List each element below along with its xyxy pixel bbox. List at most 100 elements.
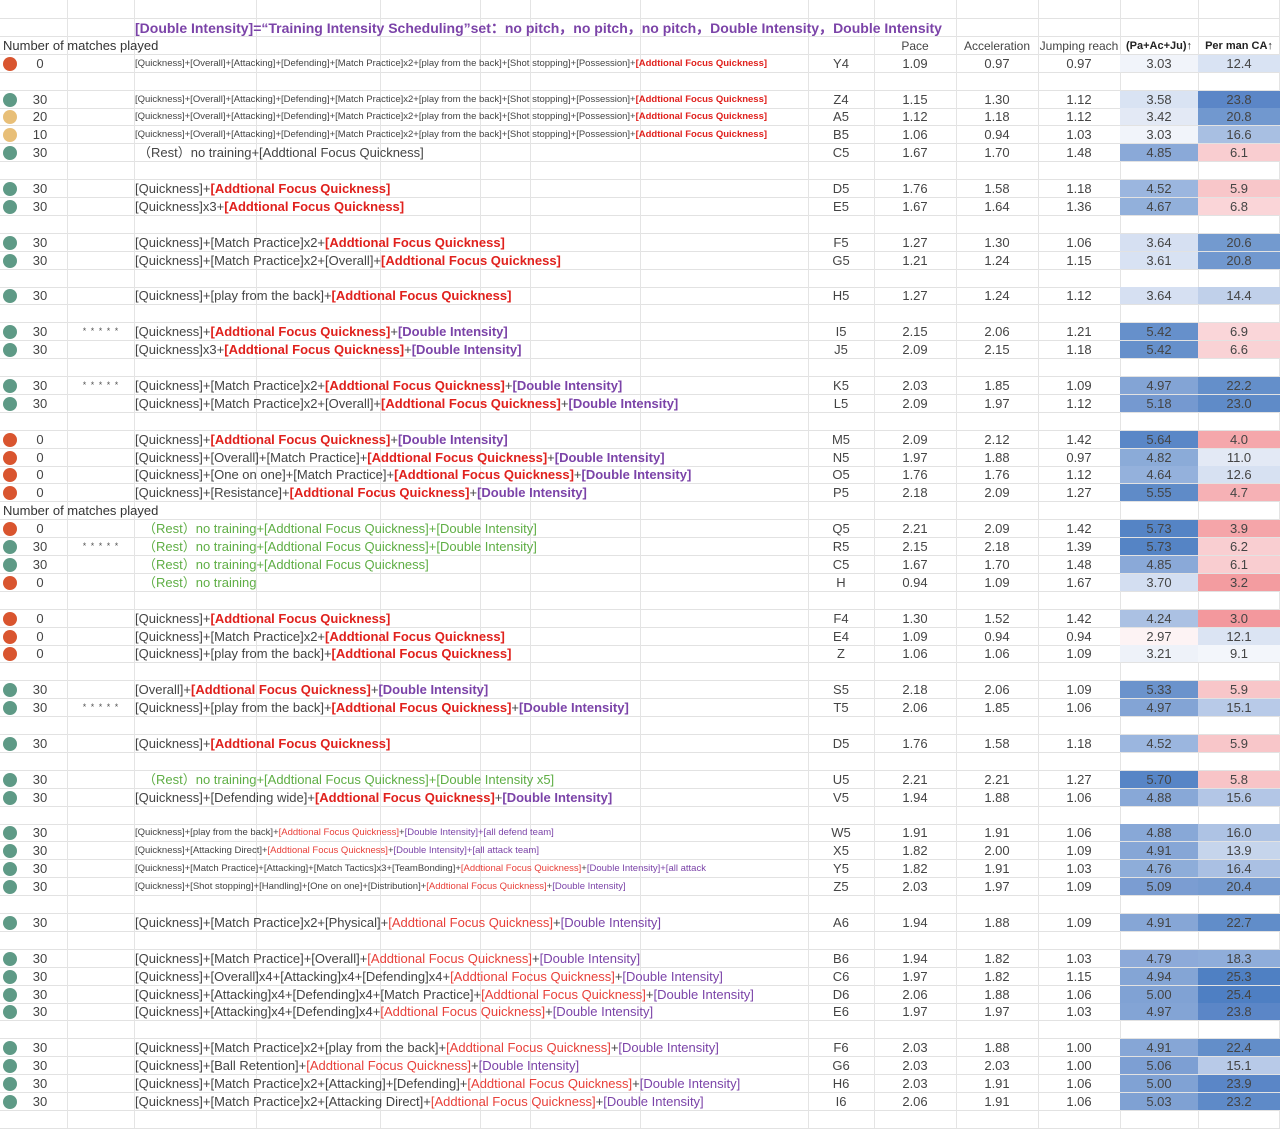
pace-value[interactable]: 2.15	[902, 539, 928, 554]
table-row[interactable]: 30 [Quickness]x3+[Addtional Focus Quickne…	[0, 197, 1280, 215]
matches-played[interactable]: 0	[36, 485, 44, 501]
jumping-reach-value[interactable]: 1.09	[1066, 914, 1092, 930]
sum-value[interactable]: 4.67	[1120, 197, 1198, 215]
matches-played[interactable]: 30	[32, 324, 48, 340]
pace-value[interactable]: 1.76	[902, 735, 928, 751]
acceleration-value[interactable]: 2.06	[984, 682, 1010, 698]
per-man-ca-value[interactable]: 16.4	[1198, 860, 1280, 878]
acceleration-value[interactable]: 1.70	[984, 145, 1010, 161]
table-row[interactable]: 0 [Quickness]+[Overall]+[Match Practice]+…	[0, 448, 1280, 466]
jumping-reach-value[interactable]: 0.97	[1066, 55, 1092, 71]
player-code[interactable]: C6	[832, 968, 850, 984]
star-rating[interactable]: * * * * *	[82, 541, 120, 551]
sum-value[interactable]: 4.91	[1120, 913, 1198, 931]
table-row[interactable]: 30 * * * * * [Quickness]+[Addtional Focus …	[0, 323, 1280, 341]
table-row[interactable]: 30 [Quickness]+[Attacking Direct]+[Addtio…	[0, 842, 1280, 860]
acceleration-value[interactable]: 1.24	[984, 288, 1010, 304]
sum-value[interactable]: 5.55	[1120, 484, 1198, 502]
sum-value[interactable]: 4.52	[1120, 180, 1198, 197]
acceleration-value[interactable]: 0.94	[984, 127, 1010, 143]
matches-played[interactable]: 0	[36, 610, 44, 626]
table-row[interactable]: 30 [Quickness]+[Match Practice]x2+[play f…	[0, 1039, 1280, 1057]
per-man-ca-value[interactable]: 3.2	[1198, 573, 1280, 591]
training-formula[interactable]: [Quickness]+[Addtional Focus Quickness]	[135, 610, 807, 627]
jumping-reach-value[interactable]: 1.06	[1066, 234, 1092, 250]
per-man-ca-value[interactable]: 25.3	[1198, 967, 1280, 985]
table-row[interactable]: 30 （Rest）no training+[Addtional Focus Qui…	[0, 144, 1280, 162]
matches-played[interactable]: 0	[36, 628, 44, 644]
player-code[interactable]: W5	[831, 825, 851, 841]
sum-value[interactable]: 4.85	[1120, 144, 1198, 162]
table-row[interactable]: 0 （Rest）no training+[Addtional Focus Quic…	[0, 520, 1280, 538]
jumping-reach-value[interactable]: 1.27	[1066, 485, 1092, 501]
pace-value[interactable]: 1.97	[902, 1004, 928, 1020]
jumping-reach-value[interactable]: 1.06	[1066, 1093, 1092, 1109]
acceleration-value[interactable]: 2.09	[984, 485, 1010, 501]
jumping-reach-value[interactable]: 1.09	[1066, 843, 1092, 859]
player-code[interactable]: Z4	[833, 91, 849, 107]
pace-value[interactable]: 1.97	[902, 449, 928, 465]
acceleration-value[interactable]: 1.30	[984, 91, 1010, 107]
acceleration-value[interactable]: 1.09	[984, 574, 1010, 590]
pace-value[interactable]: 2.03	[902, 1058, 928, 1074]
pace-value[interactable]: 2.03	[902, 879, 928, 895]
header-acceleration[interactable]: Acceleration	[963, 39, 1031, 53]
pace-value[interactable]: 2.09	[902, 342, 928, 358]
player-code[interactable]: M5	[831, 431, 851, 447]
table-row[interactable]: 0 [Quickness]+[Addtional Focus Quickness]…	[0, 609, 1280, 627]
matches-played[interactable]: 30	[32, 1093, 48, 1109]
sum-value[interactable]: 3.42	[1120, 108, 1198, 126]
per-man-ca-value[interactable]: 22.4	[1198, 1039, 1280, 1057]
training-formula[interactable]: [Quickness]+[Attacking]x4+[Defending]x4+…	[135, 1003, 807, 1020]
pace-value[interactable]: 1.67	[902, 198, 928, 214]
jumping-reach-value[interactable]: 1.00	[1066, 1040, 1092, 1056]
per-man-ca-value[interactable]: 6.9	[1198, 323, 1280, 341]
player-code[interactable]: P5	[833, 485, 849, 501]
player-code[interactable]: I6	[835, 1093, 847, 1109]
player-code[interactable]: S5	[833, 682, 849, 698]
jumping-reach-value[interactable]: 1.06	[1066, 789, 1092, 805]
table-row[interactable]: 30 （Rest）no training+[Addtional Focus Qui…	[0, 770, 1280, 788]
matches-played[interactable]: 30	[32, 968, 48, 984]
acceleration-value[interactable]: 1.88	[984, 789, 1010, 805]
acceleration-value[interactable]: 1.88	[984, 449, 1010, 465]
table-row[interactable]: 30 [Quickness]+[Shot stopping]+[Handling]…	[0, 878, 1280, 896]
sum-value[interactable]: 3.64	[1120, 287, 1198, 305]
jumping-reach-value[interactable]: 1.03	[1066, 127, 1092, 143]
acceleration-value[interactable]: 1.91	[984, 1093, 1010, 1109]
player-code[interactable]: Z5	[833, 879, 849, 895]
per-man-ca-value[interactable]: 4.7	[1198, 484, 1280, 502]
training-formula[interactable]: [Quickness]+[Match Practice]x2+[Overall]…	[135, 252, 807, 269]
per-man-ca-value[interactable]: 23.2	[1198, 1092, 1280, 1110]
jumping-reach-value[interactable]: 1.06	[1066, 825, 1092, 841]
table-row[interactable]: 30 * * * * * [Quickness]+[play from the ba…	[0, 699, 1280, 717]
matches-played[interactable]: 30	[32, 377, 48, 393]
matches-played[interactable]: 30	[32, 682, 48, 698]
acceleration-value[interactable]: 1.91	[984, 861, 1010, 877]
jumping-reach-value[interactable]: 1.67	[1066, 574, 1092, 590]
player-code[interactable]: F6	[833, 1040, 849, 1056]
training-formula[interactable]: [Quickness]+[Match Practice]x2+[Addtiona…	[135, 377, 807, 394]
acceleration-value[interactable]: 1.97	[984, 879, 1010, 895]
table-row[interactable]: 30 （Rest）no training+[Addtional Focus Qui…	[0, 555, 1280, 573]
training-formula[interactable]: [Quickness]+[play from the back]+[Addtio…	[135, 824, 807, 841]
acceleration-value[interactable]: 1.52	[984, 610, 1010, 626]
player-code[interactable]: B6	[833, 950, 849, 966]
table-row[interactable]: 30 [Quickness]+[Overall]+[Attacking]+[Def…	[0, 90, 1280, 108]
per-man-ca-value[interactable]: 6.2	[1198, 538, 1280, 555]
per-man-ca-value[interactable]: 20.4	[1198, 878, 1280, 896]
jumping-reach-value[interactable]: 1.12	[1066, 467, 1092, 483]
player-code[interactable]: E6	[833, 1004, 849, 1020]
acceleration-value[interactable]: 2.09	[984, 521, 1010, 537]
jumping-reach-value[interactable]: 1.15	[1066, 968, 1092, 984]
table-row[interactable]: 30 [Quickness]+[Match Practice]x2+[Attack…	[0, 1075, 1280, 1092]
jumping-reach-value[interactable]: 1.03	[1066, 1004, 1092, 1020]
acceleration-value[interactable]: 1.82	[984, 950, 1010, 966]
sum-value[interactable]: 5.00	[1120, 985, 1198, 1003]
per-man-ca-value[interactable]: 14.4	[1198, 287, 1280, 305]
pace-value[interactable]: 1.30	[902, 610, 928, 626]
jumping-reach-value[interactable]: 1.09	[1066, 682, 1092, 698]
acceleration-value[interactable]: 1.70	[984, 556, 1010, 572]
training-formula[interactable]: [Quickness]+[Match Practice]x2+[Attackin…	[135, 1075, 807, 1092]
acceleration-value[interactable]: 1.91	[984, 825, 1010, 841]
